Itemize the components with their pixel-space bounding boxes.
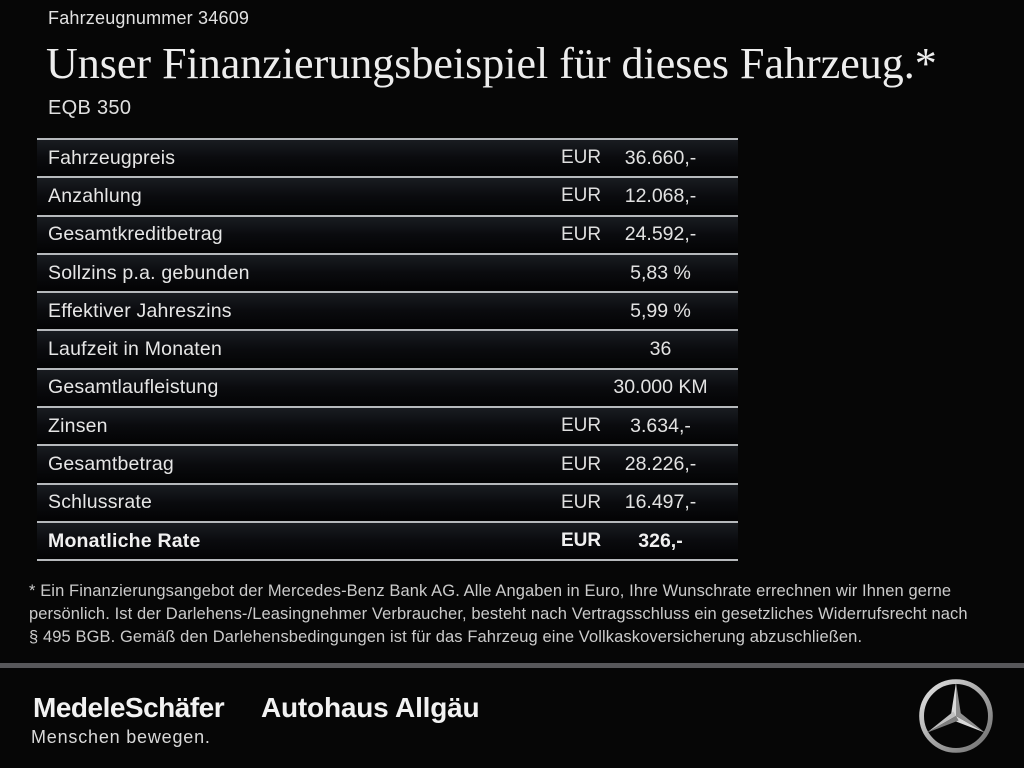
footnote-line: persönlich. Ist der Darlehens-/Leasingne… [29,605,968,623]
row-label: Fahrzeugpreis [48,146,176,169]
table-row: Gesamtkreditbetrag EUR 24.592,- [37,214,738,253]
row-value: 5,83 % [630,261,691,284]
finance-table: Fahrzeugpreis EUR 36.660,- Anzahlung EUR… [37,138,738,562]
row-label: Sollzins p.a. gebunden [48,261,250,284]
footnote-line: * Ein Finanzierungsangebot der Mercedes-… [29,582,952,600]
row-label: Monatliche Rate [48,529,201,552]
row-currency: EUR [561,223,602,245]
row-currency: EUR [561,491,602,513]
table-row: Fahrzeugpreis EUR 36.660,- [37,138,738,177]
row-value: 28.226,- [624,453,697,476]
model-name: EQB 350 [48,97,132,119]
table-row: Gesamtlaufleistung 30.000 KM [37,367,738,407]
table-row: Gesamtbetrag EUR 28.226,- [37,444,738,483]
row-label: Gesamtbetrag [48,453,174,476]
row-value: 5,99 % [630,299,691,322]
row-value: 24.592,- [624,223,697,246]
table-row: Sollzins p.a. gebunden 5,83 % [37,252,738,292]
footer-divider [0,663,1024,668]
row-label: Gesamtkreditbetrag [48,223,223,246]
footnote-line: § 495 BGB. Gemäß den Darlehensbedingunge… [29,628,863,646]
table-row: Laufzeit in Monaten 36 [37,329,738,368]
row-currency: EUR [561,185,602,207]
row-value: 36 [649,338,672,361]
table-row: Schlussrate EUR 16.497,- [37,482,738,521]
row-value: 3.634,- [630,414,691,437]
table-row: Effektiver Jahreszins 5,99 % [37,291,738,330]
table-row: Zinsen EUR 3.634,- [37,406,738,445]
table-row: Anzahlung EUR 12.068,- [37,176,738,215]
dealer-logo-medeleschaefer: MedeleSchäfer [33,692,225,723]
row-currency: EUR [561,530,602,552]
row-value: 16.497,- [624,491,697,514]
row-label: Anzahlung [48,184,142,207]
row-label: Laufzeit in Monaten [48,338,222,361]
row-currency: EUR [561,453,602,475]
row-label: Gesamtlaufleistung [48,376,219,399]
row-value: 12.068,- [624,184,697,207]
dealer-tagline: Menschen bewegen. [31,727,211,747]
page-title: Unser Finanzierungsbeispiel für dieses F… [46,39,937,88]
row-currency: EUR [561,415,602,437]
table-row: Monatliche Rate EUR 326,- [37,520,738,560]
dealer-logo-autohaus-allgaeu: Autohaus Allgäu [261,692,480,723]
row-label: Effektiver Jahreszins [48,299,232,322]
row-value: 30.000 KM [613,376,708,399]
row-label: Schlussrate [48,491,153,514]
row-label: Zinsen [48,414,108,437]
row-value: 36.660,- [624,146,697,169]
row-currency: EUR [561,147,602,169]
vehicle-number: Fahrzeugnummer 34609 [48,8,250,28]
row-value: 326,- [638,529,683,552]
mercedes-star-icon [919,679,993,753]
footnote: * Ein Finanzierungsangebot der Mercedes-… [29,580,968,649]
